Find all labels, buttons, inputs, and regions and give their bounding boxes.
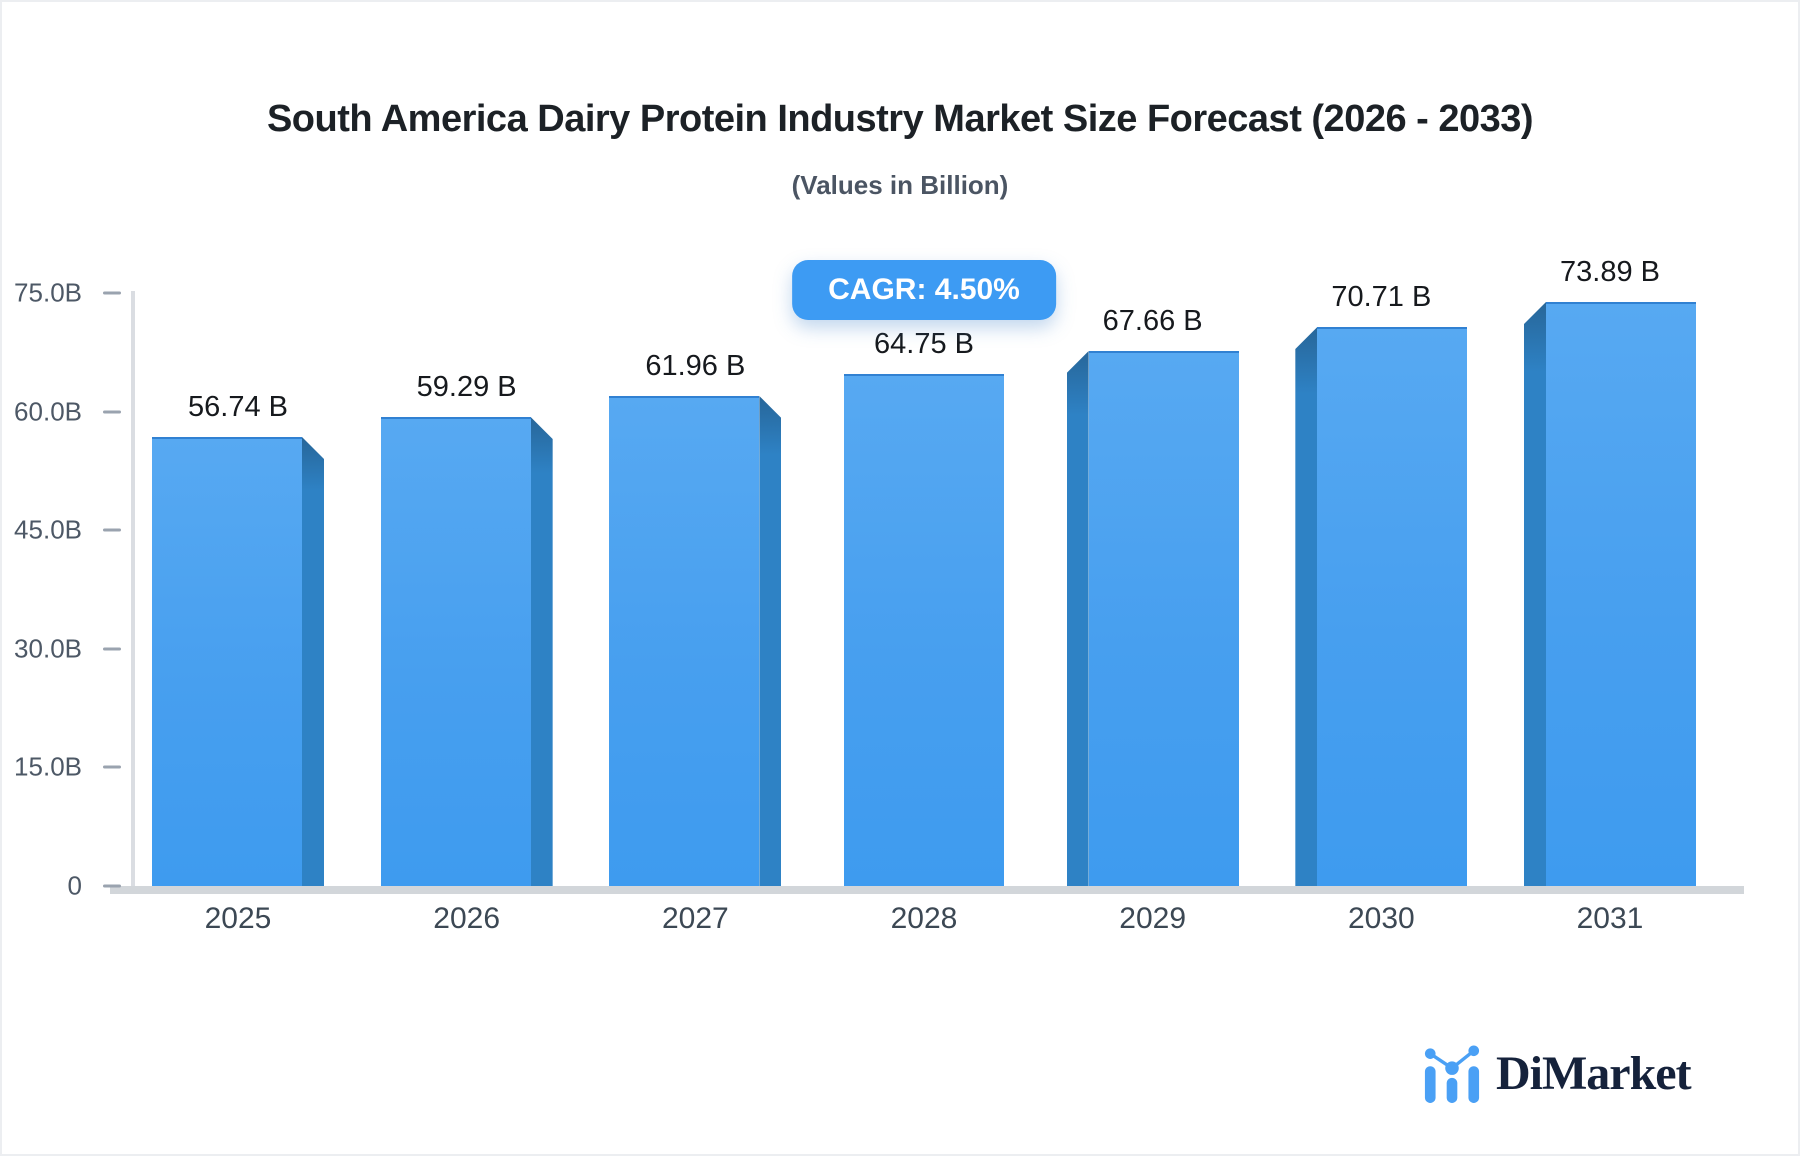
x-axis-category-label: 2027	[661, 902, 729, 935]
brand-logo-text: DiMarket	[1496, 1046, 1692, 1100]
bar-value-label: 59.29 B	[416, 371, 517, 403]
bar-face	[844, 374, 1004, 886]
x-axis-baseline	[110, 886, 1744, 894]
y-axis-tick-label: 60.0B	[14, 396, 82, 427]
bar-face	[152, 437, 302, 886]
brand-logo: DiMarket	[1423, 1042, 1692, 1104]
bar-2030: 70.71 B	[1295, 233, 1468, 886]
bar-2027: 61.96 B	[609, 233, 782, 886]
y-axis-tick-label: 45.0B	[14, 514, 82, 545]
x-axis-category-label: 2025	[204, 902, 272, 935]
bar-value-label: 70.71 B	[1331, 281, 1432, 313]
bar-side-face	[1524, 302, 1546, 886]
cagr-badge: CAGR: 4.50%	[792, 260, 1056, 320]
y-axis-line	[131, 291, 135, 893]
x-axis-category-label: 2031	[1576, 902, 1644, 935]
bar-face	[609, 396, 760, 886]
bar-side-face	[759, 396, 782, 886]
chart-subtitle: (Values in Billion)	[791, 170, 1009, 200]
bar-face	[1546, 302, 1696, 886]
bar-face	[1088, 351, 1239, 886]
y-axis-tick-label: 75.0B	[14, 277, 82, 308]
bar-side-face	[1066, 351, 1089, 886]
x-axis-category-label: 2028	[890, 902, 958, 935]
bar-value-label: 56.74 B	[188, 391, 288, 423]
y-axis-tick-label: 30.0B	[14, 633, 82, 664]
bar-face	[380, 417, 531, 886]
y-axis-tick-label: 15.0B	[14, 751, 82, 782]
bar-side-face	[1295, 327, 1318, 886]
bar-2029: 67.66 B	[1066, 233, 1239, 886]
y-axis-tick-mark	[103, 410, 121, 414]
bar-value-label: 67.66 B	[1102, 305, 1203, 337]
x-axis-category-label: 2030	[1347, 902, 1415, 935]
bar-value-label: 73.89 B	[1560, 256, 1660, 288]
bar-2028: 64.75 B	[838, 233, 1010, 886]
x-axis-category-label: 2029	[1119, 902, 1187, 935]
bar-2031: 73.89 B	[1524, 233, 1696, 886]
brand-logo-bar-chart-icon	[1424, 1045, 1480, 1103]
bar-side-face	[530, 417, 553, 886]
bar-2025: 56.74 B	[152, 233, 324, 886]
x-axis-category-label: 2026	[433, 902, 501, 935]
y-axis-tick-mark	[103, 528, 121, 532]
bar-2026: 59.29 B	[380, 233, 553, 886]
chart-title: South America Dairy Protein Industry Mar…	[266, 98, 1534, 140]
bar-face	[1317, 327, 1468, 886]
y-axis-tick-mark	[103, 647, 121, 651]
bar-value-label: 64.75 B	[874, 328, 974, 360]
y-axis-tick-mark	[103, 765, 121, 769]
bar-value-label: 61.96 B	[645, 350, 746, 382]
bar-side-face	[302, 437, 324, 886]
y-axis-tick-label: 0	[67, 870, 82, 901]
y-axis-tick-mark	[103, 884, 121, 888]
y-axis-tick-mark	[103, 291, 121, 295]
